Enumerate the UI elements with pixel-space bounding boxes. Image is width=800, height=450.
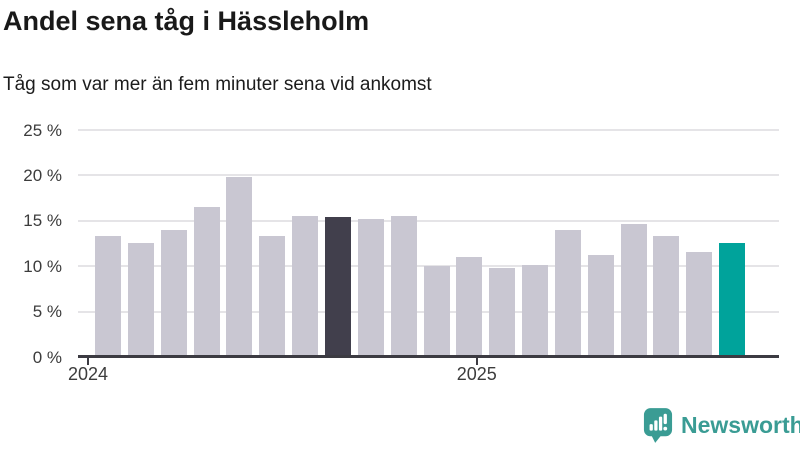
y-axis-tick-label: 5 % [32, 302, 62, 322]
bar [226, 177, 253, 357]
newsworthy-icon [643, 407, 673, 444]
bar [324, 217, 351, 357]
x-axis-tick-label: 2024 [67, 364, 109, 384]
bar [554, 229, 581, 357]
bar [489, 268, 516, 357]
bar [620, 223, 647, 357]
bar [357, 218, 384, 357]
gridline [78, 219, 779, 222]
newsworthy-logo: Newsworthy [643, 407, 800, 444]
x-axis-tick [475, 358, 478, 365]
chart-title: Andel sena tåg i Hässleholm [3, 6, 370, 36]
bar [193, 207, 220, 357]
gridline [78, 265, 779, 268]
bar [686, 251, 713, 357]
bar [719, 242, 746, 357]
newsworthy-wordmark: Newsworthy [681, 412, 800, 438]
bar [390, 216, 417, 357]
bar [127, 242, 154, 357]
bar [259, 236, 286, 357]
bar [587, 255, 614, 357]
chart-subtitle: Tåg som var mer än fem minuter sena vid … [3, 74, 432, 95]
plot-area [78, 129, 779, 357]
bar [653, 236, 680, 357]
y-axis-tick-label: 25 % [23, 120, 62, 140]
bar [456, 257, 483, 357]
gridline [78, 174, 779, 177]
bar [95, 236, 121, 357]
x-axis-tick [87, 358, 89, 365]
bar [160, 229, 187, 357]
y-axis-tick-label: 0 % [32, 347, 62, 367]
x-axis-line [78, 355, 779, 358]
x-axis-tick-label: 2025 [456, 364, 497, 384]
bar [522, 265, 549, 357]
y-axis-tick-label: 20 % [23, 165, 62, 185]
y-axis-tick-label: 15 % [23, 211, 62, 231]
gridline [78, 129, 779, 131]
bar [423, 266, 450, 357]
bar [292, 216, 319, 357]
y-axis-tick-label: 10 % [23, 256, 62, 276]
